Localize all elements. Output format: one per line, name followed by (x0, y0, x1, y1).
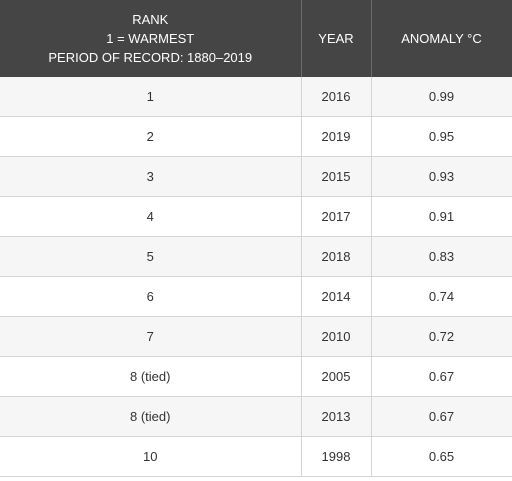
anomaly-cell: 0.91 (371, 196, 512, 237)
year-cell: 2005 (301, 356, 372, 397)
rank-cell: 4 (0, 196, 302, 237)
anomaly-column-header: ANOMALY °C (371, 0, 512, 77)
table-row: 2 2019 0.95 (0, 116, 512, 157)
year-cell: 2017 (301, 196, 372, 237)
table-row: 5 2018 0.83 (0, 236, 512, 277)
year-cell: 2015 (301, 156, 372, 197)
table-row: 3 2015 0.93 (0, 156, 512, 197)
anomaly-cell: 0.99 (371, 77, 512, 117)
rank-cell: 8 (tied) (0, 396, 302, 437)
rank-cell: 7 (0, 316, 302, 357)
year-cell: 2014 (301, 276, 372, 317)
year-cell: 2019 (301, 116, 372, 157)
table-row: 7 2010 0.72 (0, 316, 512, 357)
header-row: RANK 1 = WARMEST PERIOD OF RECORD: 1880–… (0, 0, 512, 77)
anomaly-cell: 0.67 (371, 396, 512, 437)
rank-cell: 6 (0, 276, 302, 317)
rank-cell: 2 (0, 116, 302, 157)
table-row: 1 2016 0.99 (0, 77, 512, 117)
rank-column-header: RANK 1 = WARMEST PERIOD OF RECORD: 1880–… (0, 0, 302, 77)
rank-cell: 1 (0, 77, 302, 117)
rank-cell: 8 (tied) (0, 356, 302, 397)
anomaly-cell: 0.95 (371, 116, 512, 157)
table-header: RANK 1 = WARMEST PERIOD OF RECORD: 1880–… (0, 0, 512, 77)
anomaly-cell: 0.65 (371, 436, 512, 477)
table-row: 8 (tied) 2005 0.67 (0, 356, 512, 397)
year-cell: 1998 (301, 436, 372, 477)
table-row: 4 2017 0.91 (0, 196, 512, 237)
table-row: 8 (tied) 2013 0.67 (0, 396, 512, 437)
rank-header-title: RANK (132, 12, 169, 27)
anomaly-cell: 0.83 (371, 236, 512, 277)
rank-cell: 10 (0, 436, 302, 477)
table-row: 6 2014 0.74 (0, 276, 512, 317)
rank-cell: 5 (0, 236, 302, 277)
year-cell: 2013 (301, 396, 372, 437)
year-cell: 2016 (301, 77, 372, 117)
anomaly-cell: 0.72 (371, 316, 512, 357)
anomaly-cell: 0.93 (371, 156, 512, 197)
rank-header-legend: 1 = WARMEST (106, 31, 195, 46)
rank-cell: 3 (0, 156, 302, 197)
year-cell: 2010 (301, 316, 372, 357)
anomaly-cell: 0.74 (371, 276, 512, 317)
anomaly-cell: 0.67 (371, 356, 512, 397)
table-body: 1 2016 0.99 2 2019 0.95 3 2015 0.93 4 20… (0, 77, 512, 477)
rank-header-period: PERIOD OF RECORD: 1880–2019 (48, 50, 253, 65)
table-row: 10 1998 0.65 (0, 436, 512, 477)
year-cell: 2018 (301, 236, 372, 277)
year-column-header: YEAR (301, 0, 372, 77)
